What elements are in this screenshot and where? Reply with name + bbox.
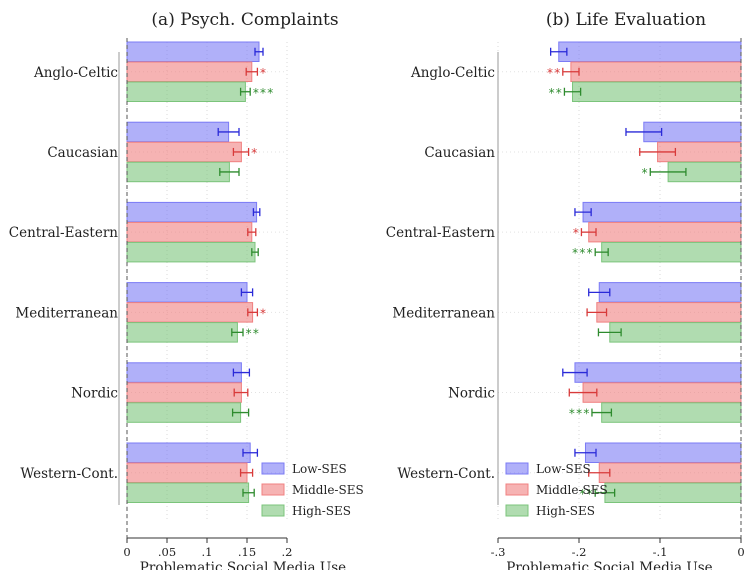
legend-swatch — [261, 504, 285, 517]
legend-label: High-SES — [536, 504, 595, 518]
category-label: Central-Eastern — [386, 225, 496, 241]
x-tick-label: 0 — [737, 545, 744, 559]
bar-middle-ses — [126, 141, 242, 163]
category-label: Mediterranean — [15, 305, 118, 321]
legend-label: Middle-SES — [536, 483, 608, 497]
x-axis-label: Problematic Social Media Use — [506, 560, 712, 570]
x-tick-label: -.3 — [491, 545, 506, 559]
category-label: Nordic — [71, 386, 118, 402]
bar-low-ses — [582, 201, 742, 223]
bar-low-ses — [574, 362, 742, 383]
legend-swatch — [261, 483, 285, 496]
significance-marker: * — [572, 226, 579, 240]
bar-low-ses — [126, 121, 230, 143]
bar-low-ses — [126, 442, 251, 463]
legend-label: Low-SES — [536, 462, 591, 476]
significance-marker: ** — [548, 86, 562, 100]
bar-middle-ses — [588, 221, 742, 243]
bar-middle-ses — [582, 382, 742, 403]
bar-low-ses — [126, 201, 258, 223]
bar-middle-ses — [126, 302, 254, 323]
significance-marker: ** — [546, 66, 560, 80]
legend-swatch — [505, 483, 529, 496]
bar-middle-ses — [570, 61, 742, 82]
bar-low-ses — [126, 362, 242, 383]
bar-high-ses — [126, 81, 246, 102]
x-axis-label: Problematic Social Media Use — [140, 560, 346, 570]
bar-high-ses — [126, 482, 250, 503]
bar-middle-ses — [598, 462, 742, 483]
significance-marker: * — [251, 146, 258, 160]
category-label: Caucasian — [424, 145, 495, 161]
significance-marker: * — [641, 166, 648, 180]
bar-high-ses — [126, 161, 230, 183]
category-label: Western-Cont. — [20, 466, 118, 482]
x-tick-label: -.2 — [572, 545, 587, 559]
category-label: Nordic — [448, 386, 495, 402]
bar-high-ses — [601, 402, 742, 423]
x-tick-label: 0 — [123, 545, 130, 559]
significance-marker: *** — [568, 407, 590, 421]
bar-middle-ses — [596, 302, 742, 323]
legend-label: High-SES — [292, 504, 351, 518]
x-tick-label: .05 — [158, 545, 176, 559]
category-label: Anglo-Celtic — [410, 65, 495, 81]
bar-high-ses — [126, 402, 242, 423]
x-tick-label: .1 — [202, 545, 213, 559]
significance-marker: ** — [579, 487, 593, 501]
bar-middle-ses — [126, 462, 248, 483]
bar-high-ses — [604, 482, 742, 503]
legend-label: Low-SES — [292, 462, 347, 476]
bar-middle-ses — [126, 61, 253, 82]
bar-high-ses — [601, 241, 742, 263]
bar-middle-ses — [126, 382, 242, 403]
legend-swatch — [505, 504, 529, 517]
bar-low-ses — [126, 41, 260, 62]
significance-marker: * — [259, 306, 266, 320]
chart-title: (b) Life Evaluation — [546, 10, 706, 30]
legend-swatch — [505, 462, 529, 475]
category-label: Caucasian — [47, 145, 118, 161]
bar-high-ses — [126, 241, 256, 263]
x-tick-label: -.1 — [653, 545, 668, 559]
bar-low-ses — [598, 282, 742, 303]
x-tick-label: .2 — [282, 545, 293, 559]
bar-high-ses — [126, 322, 238, 343]
bar-middle-ses — [126, 221, 253, 243]
bar-low-ses — [584, 442, 742, 463]
bar-high-ses — [572, 81, 742, 102]
legend-label: Middle-SES — [292, 483, 364, 497]
significance-marker: *** — [572, 246, 594, 260]
category-label: Western-Cont. — [397, 466, 495, 482]
bar-low-ses — [126, 282, 248, 303]
significance-marker: *** — [252, 86, 274, 100]
x-tick-label: .15 — [238, 545, 256, 559]
legend-swatch — [261, 462, 285, 475]
category-label: Anglo-Celtic — [33, 65, 118, 81]
significance-marker: ** — [245, 326, 259, 340]
bar-high-ses — [609, 322, 742, 343]
bar-low-ses — [558, 41, 742, 62]
category-label: Mediterranean — [392, 305, 495, 321]
chart-title: (a) Psych. Complaints — [151, 10, 338, 30]
significance-marker: * — [259, 66, 266, 80]
category-label: Central-Eastern — [9, 225, 119, 241]
